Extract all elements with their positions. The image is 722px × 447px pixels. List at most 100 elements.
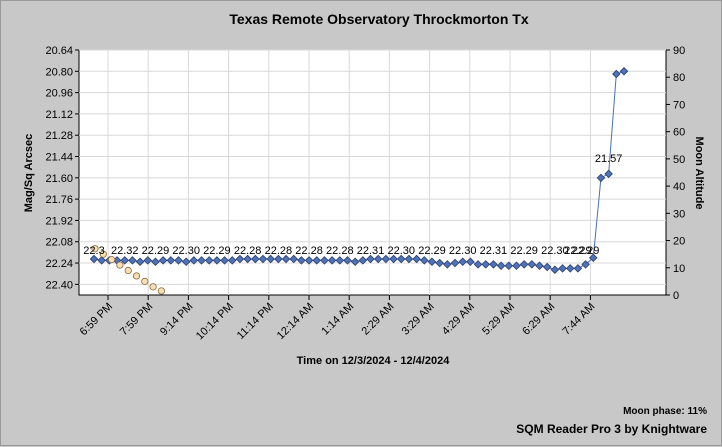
data-label: 22.29 — [564, 245, 592, 257]
magnitude-point — [174, 256, 183, 265]
data-label: 22.3 — [83, 245, 104, 257]
data-label: 22.29 — [203, 245, 231, 257]
moon-phase-text: Moon phase: 11% — [623, 406, 707, 417]
moon-altitude-point — [149, 283, 157, 291]
data-labels: 22.3 22.32 22.29 22.30 22.29 22.28 22.28 22.28 2… — [83, 153, 622, 257]
x-tick-label: 3:29 AM — [400, 301, 437, 338]
magnitude-point — [281, 254, 291, 264]
magnitude-point — [297, 256, 306, 265]
magnitude-point — [527, 260, 537, 269]
magnitude-point — [496, 261, 506, 270]
magnitude-point — [289, 254, 298, 264]
magnitude-point — [443, 260, 452, 269]
magnitude-point — [596, 173, 606, 183]
y-tick-label: 20.96 — [45, 88, 73, 100]
magnitude-point — [304, 256, 314, 265]
magnitude-point — [581, 260, 590, 269]
magnitude-point — [251, 254, 260, 264]
magnitude-point — [381, 254, 391, 264]
magnitude-point — [565, 264, 575, 273]
magnitude-point — [573, 264, 583, 273]
y2-tick-label: 90 — [673, 45, 685, 57]
data-label: 22.30 — [449, 245, 477, 257]
magnitude-point — [535, 261, 544, 270]
x-tick-label: 7:59 PM — [118, 301, 155, 338]
magnitude-point — [212, 256, 222, 265]
magnitude-point — [204, 256, 214, 265]
moon-altitude-point — [157, 287, 165, 295]
data-label: 22.29 — [510, 245, 538, 257]
y2-tick-label: 40 — [673, 181, 685, 193]
y2-tick-label: 70 — [673, 99, 685, 111]
x-tick-label: 1:14 AM — [319, 301, 356, 338]
y2-tick-label: 20 — [673, 236, 685, 248]
magnitude-point — [612, 69, 621, 79]
data-label: 22.29 — [142, 245, 170, 257]
x-tick-label: 5:29 AM — [480, 301, 517, 338]
magnitude-point — [389, 254, 398, 264]
y-tick-label: 20.80 — [45, 66, 73, 78]
data-label: 22.28 — [326, 245, 354, 257]
data-label: 22.31 — [480, 245, 508, 257]
magnitude-point — [420, 256, 429, 265]
magnitude-point — [266, 254, 275, 264]
magnitude-point — [120, 256, 129, 265]
data-label: 22.29 — [418, 245, 446, 257]
moon-altitude-point — [116, 261, 124, 269]
y2-axis-label: Moon Altitude — [693, 137, 705, 210]
y-tick-label: 22.24 — [45, 258, 73, 270]
magnitude-point — [228, 256, 237, 265]
magnitude-point — [97, 256, 106, 265]
magnitude-point — [158, 256, 168, 265]
magnitude-point — [151, 257, 160, 266]
data-label: 22.28 — [265, 245, 293, 257]
magnitude-point — [350, 257, 360, 266]
x-tick-label: 4:29 AM — [440, 301, 477, 338]
y2-tick-label: 30 — [673, 208, 685, 220]
data-label: 22.28 — [295, 245, 323, 257]
magnitude-point — [397, 254, 406, 264]
plot-area — [78, 49, 667, 296]
magnitude-point — [427, 257, 437, 266]
y2-tick-label: 60 — [673, 127, 685, 139]
magnitude-point — [512, 261, 521, 270]
moon-altitude-point — [132, 272, 141, 280]
moon-altitude-point — [99, 250, 107, 258]
y-tick-label: 21.60 — [45, 173, 73, 185]
y2-tick-label: 80 — [673, 72, 685, 84]
magnitude-point — [128, 256, 137, 265]
y-tick-label: 22.40 — [45, 279, 73, 291]
x-tick-label: 7:44 AM — [560, 301, 597, 338]
magnitude-point — [412, 254, 421, 264]
y-tick-label: 21.12 — [45, 109, 73, 121]
y2-tick-label: 10 — [673, 263, 685, 275]
moon-altitude-point — [108, 256, 116, 264]
y-tick-label: 21.92 — [45, 215, 73, 227]
magnitude-point — [458, 257, 467, 266]
magnitude-point — [312, 256, 321, 265]
magnitude-point — [274, 254, 283, 264]
magnitude-point — [343, 256, 352, 265]
magnitude-point — [358, 256, 368, 265]
magnitude-point — [450, 258, 460, 268]
y-tick-label: 21.76 — [45, 194, 73, 206]
x-tick-label: 6:59 PM — [78, 301, 115, 338]
magnitude-point — [481, 260, 490, 269]
magnitude-point — [327, 256, 337, 265]
y-tick-label: 21.28 — [45, 130, 73, 142]
magnitude-point — [604, 169, 613, 179]
magnitude-point — [619, 67, 629, 76]
magnitude-point — [135, 257, 145, 266]
magnitude-point — [189, 256, 199, 265]
x-tick-label: 9:14 PM — [158, 301, 195, 338]
magnitude-series-line — [93, 70, 625, 271]
magnitude-point — [243, 254, 252, 264]
magnitude-point — [166, 256, 176, 265]
magnitude-point — [373, 254, 383, 264]
x-tick-label: 11:14 PM — [235, 301, 276, 342]
data-label: 22.30 — [541, 245, 569, 257]
y-tick-label: 21.44 — [45, 152, 73, 164]
x-axis-label: Time on 12/3/2024 - 12/4/2024 — [297, 355, 451, 367]
magnitude-point — [181, 257, 191, 266]
